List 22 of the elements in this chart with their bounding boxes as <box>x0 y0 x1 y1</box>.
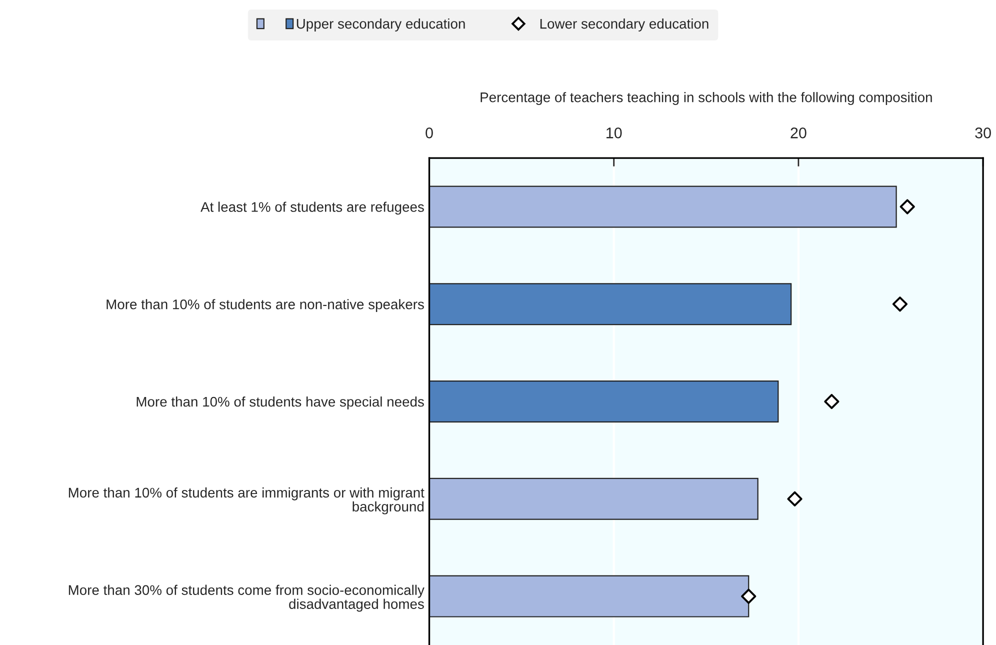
x-tick-label: 20 <box>790 128 806 138</box>
legend-label: Upper secondary education <box>296 18 465 32</box>
point <box>892 296 908 312</box>
y-tick-label: More than 10% of students have special needs <box>136 396 424 410</box>
x-axis-title: Percentage of teachers teaching in schools with the following composition <box>480 92 932 105</box>
point <box>787 491 802 506</box>
y-tick-label: At least 1% of students are refugees <box>200 202 424 215</box>
point <box>824 394 840 410</box>
y-tick-label: More than 10% of students are immigrants or with migrant background <box>68 487 424 514</box>
bar <box>429 575 750 618</box>
bar <box>429 186 897 228</box>
point <box>741 588 756 604</box>
x-tick-label: 0 <box>426 128 433 138</box>
legend-label: Lower secondary education <box>540 18 708 32</box>
x-tick-label: 30 <box>975 128 991 138</box>
bar <box>429 283 792 326</box>
y-tick-label: More than 30% of students come from socio-economically disadvantaged homes <box>68 584 424 612</box>
bar <box>429 380 779 423</box>
y-tick-label: More than 10% of students are non-native speakers <box>106 299 424 312</box>
point <box>900 199 915 214</box>
bar <box>429 478 758 520</box>
x-tick-label: 10 <box>606 128 622 138</box>
